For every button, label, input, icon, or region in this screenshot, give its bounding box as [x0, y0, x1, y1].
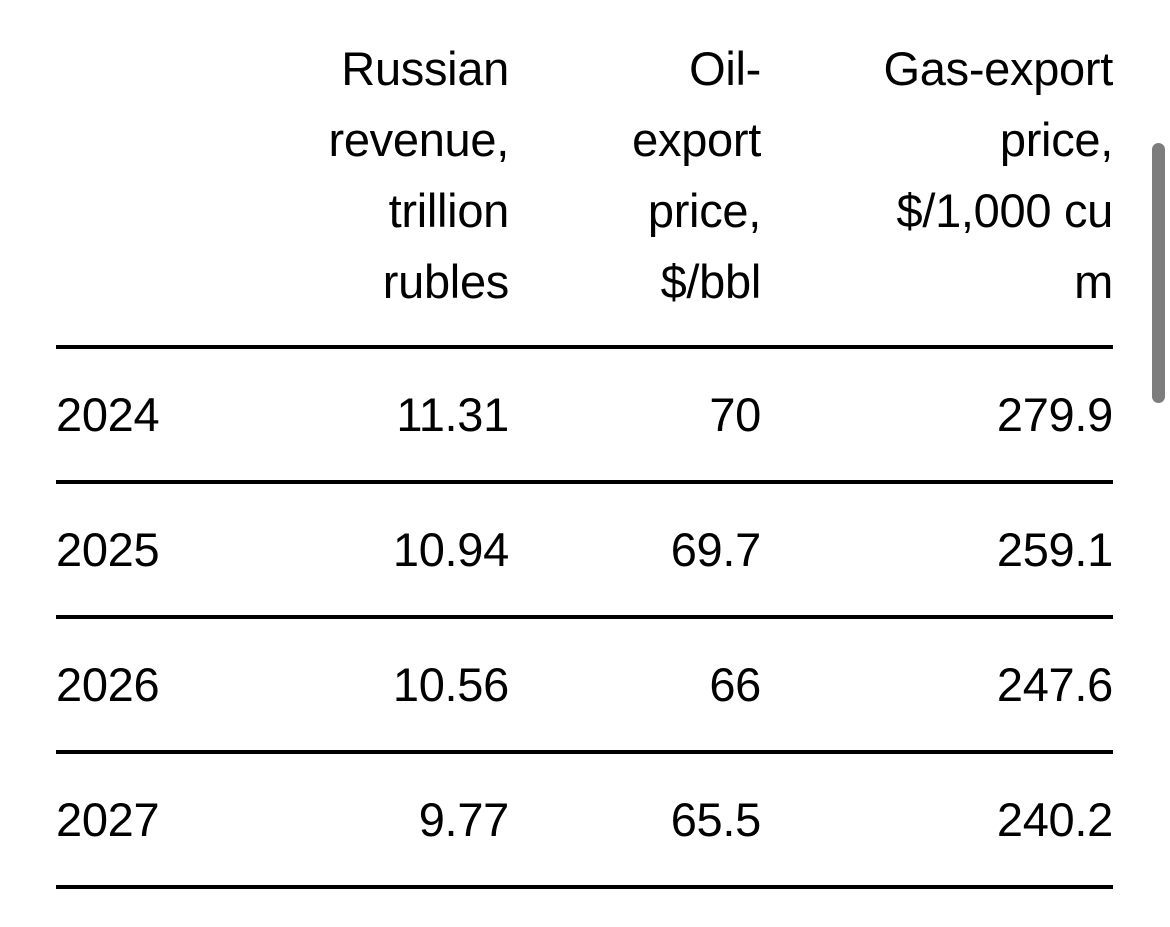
cell-gas-price: 259.1 [761, 482, 1113, 619]
cell-year: 2024 [56, 347, 216, 484]
scrollbar-thumb[interactable] [1152, 143, 1165, 403]
cell-revenue: 10.56 [216, 617, 509, 754]
cell-oil-price: 70 [509, 347, 761, 484]
cell-revenue: 9.77 [216, 752, 509, 889]
header-revenue: Russian revenue, trillion rubles [216, 0, 509, 349]
cell-oil-price: 66 [509, 617, 761, 754]
header-gas-price: Gas-export price, $/1,000 cu m [761, 0, 1113, 349]
cell-year: 2027 [56, 752, 216, 889]
cell-year: 2026 [56, 617, 216, 754]
table-row: 2027 9.77 65.5 240.2 [56, 752, 1113, 889]
cell-oil-price: 69.7 [509, 482, 761, 619]
cell-revenue: 10.94 [216, 482, 509, 619]
cell-gas-price: 247.6 [761, 617, 1113, 754]
header-row: Russian revenue, trillion rubles Oil- ex… [56, 0, 1113, 349]
table-row: 2025 10.94 69.7 259.1 [56, 482, 1113, 619]
table-row: 2024 11.31 70 279.9 [56, 347, 1113, 484]
cell-oil-price: 65.5 [509, 752, 761, 889]
table-row: 2026 10.56 66 247.6 [56, 617, 1113, 754]
header-oil-price: Oil- export price, $/bbl [509, 0, 761, 349]
cell-gas-price: 279.9 [761, 347, 1113, 484]
cell-revenue: 11.31 [216, 347, 509, 484]
forecast-table: Russian revenue, trillion rubles Oil- ex… [56, 0, 1113, 889]
cell-year: 2025 [56, 482, 216, 619]
cell-gas-price: 240.2 [761, 752, 1113, 889]
header-year [56, 0, 216, 349]
